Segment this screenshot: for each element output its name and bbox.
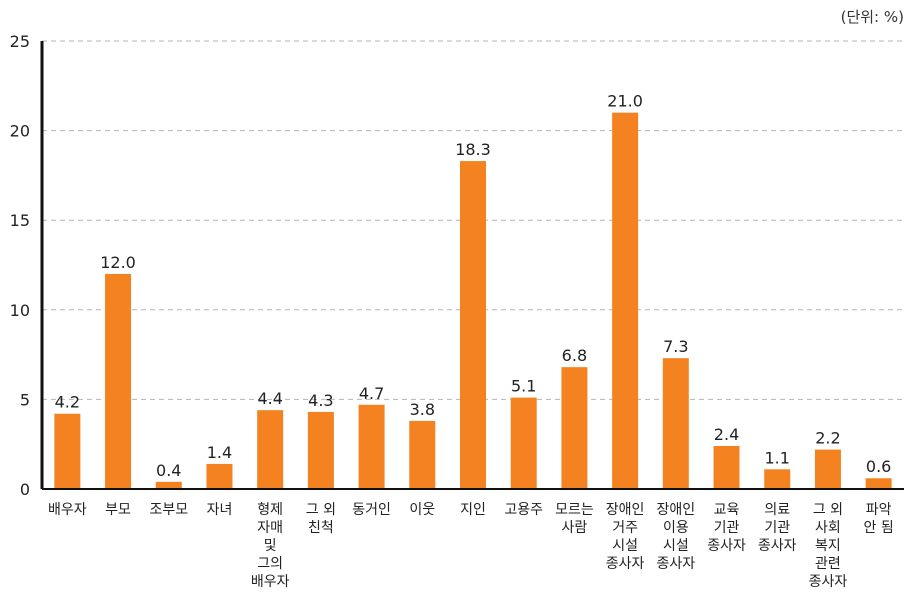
data-label: 12.0 (100, 253, 136, 272)
data-label: 1.4 (207, 443, 232, 462)
bar (510, 397, 537, 489)
category-label: 지인 (460, 502, 486, 518)
category-label: 동거인 (352, 502, 391, 518)
data-label: 4.2 (55, 393, 80, 412)
data-label: 18.3 (455, 140, 491, 159)
data-label: 6.8 (562, 346, 587, 365)
data-label: 2.2 (815, 429, 840, 448)
bar (814, 449, 841, 489)
data-label: 7.3 (663, 337, 688, 356)
y-tick-label: 25 (10, 32, 30, 51)
category-label: 모르는 사람 (555, 502, 594, 536)
category-labels: 배우자 부모 조부모 자녀 형제 자매 및 그의 배우자 그 외 친척 동거인 이웃 지인 고용주 모르는 사람… (48, 502, 894, 590)
data-label: 2.4 (714, 425, 739, 444)
category-label: 자녀 (207, 502, 233, 518)
bar (257, 410, 284, 489)
category-label: 배우자 (48, 502, 87, 518)
data-label: 4.3 (308, 391, 333, 410)
bar (358, 404, 385, 489)
data-label: 0.6 (866, 457, 891, 476)
bar (105, 273, 132, 489)
bar (612, 112, 639, 490)
category-label: 부모 (105, 502, 131, 518)
y-axis-ticks: 0 5 10 15 20 25 (10, 32, 30, 499)
category-label: 의료 기관 종사자 (758, 502, 797, 554)
category-label: 이웃 (409, 502, 435, 518)
data-label: 0.4 (156, 461, 181, 480)
category-label: 그 외 사회 복지 관련 종사자 (809, 502, 848, 590)
category-label: 형제 자매 및 그의 배우자 (251, 502, 290, 590)
bars (54, 112, 892, 490)
data-label: 21.0 (607, 92, 643, 111)
unit-label: (단위: %) (840, 8, 904, 26)
bar (206, 463, 233, 489)
bar (409, 420, 436, 489)
category-label: 장애인 이용 시설 종사자 (657, 502, 696, 572)
data-label: 1.1 (765, 448, 790, 467)
y-tick-label: 20 (10, 122, 30, 141)
bar (561, 367, 588, 489)
category-label: 그 외 친척 (306, 502, 336, 536)
bar (764, 469, 791, 489)
category-label: 조부모 (149, 502, 188, 518)
category-label: 고용주 (504, 502, 543, 518)
bar (155, 481, 182, 489)
category-label: 파악 안 됨 (864, 502, 894, 536)
category-label: 장애인 거주 시설 종사자 (606, 502, 645, 572)
y-tick-label: 5 (20, 390, 30, 409)
bar (662, 358, 689, 489)
data-label: 4.7 (359, 384, 384, 403)
bar (713, 445, 740, 489)
data-labels: 4.2 12.0 0.4 1.4 4.4 4.3 4.7 3.8 18.3 5.1 6.8 21.0 7… (55, 92, 892, 480)
bar (54, 413, 81, 489)
bar (460, 161, 486, 489)
data-label: 5.1 (511, 377, 536, 396)
y-tick-label: 10 (10, 301, 30, 320)
data-label: 4.4 (257, 389, 282, 408)
y-tick-label: 0 (20, 480, 30, 499)
category-label: 교육 기관 종사자 (707, 502, 746, 554)
data-label: 3.8 (410, 400, 435, 419)
bar (865, 478, 892, 489)
bar (307, 411, 334, 489)
y-tick-label: 15 (10, 211, 30, 230)
